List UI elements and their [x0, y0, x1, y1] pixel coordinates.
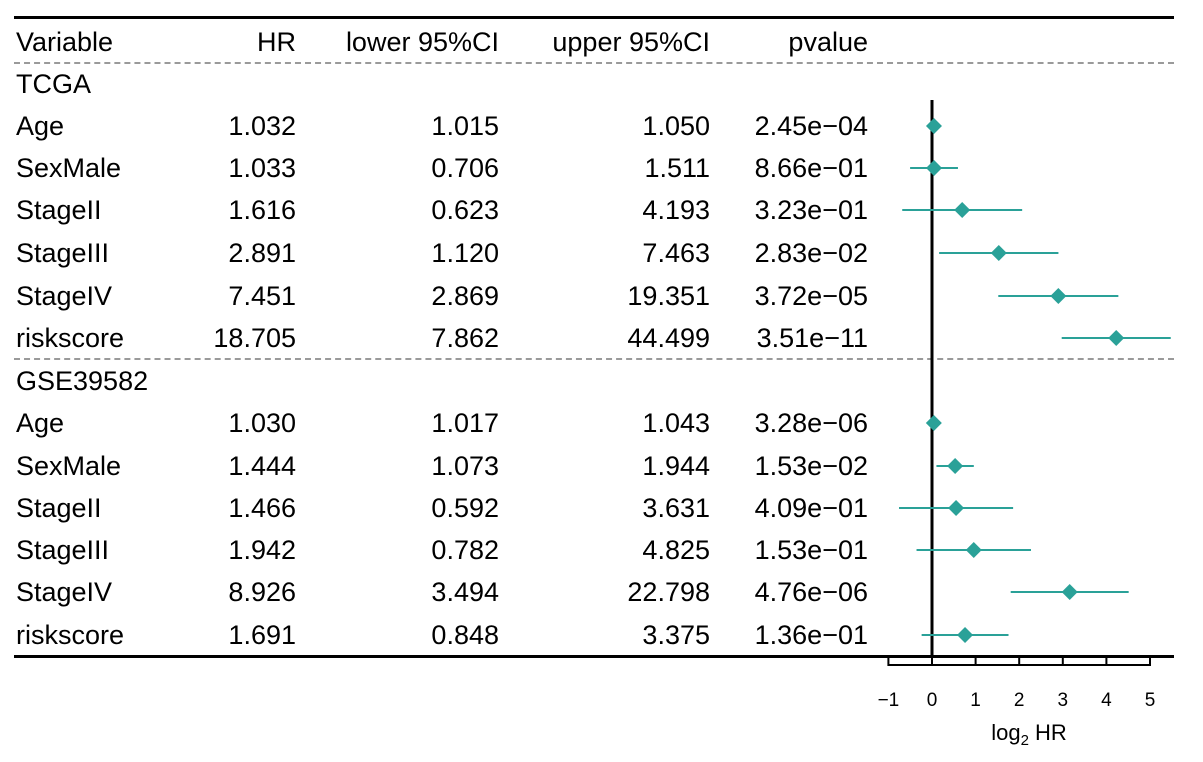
cell-pvalue: 4.09e−01 [754, 493, 868, 523]
cell-lower-ci: 0.848 [431, 620, 499, 650]
hr-marker [965, 542, 982, 558]
hr-marker [954, 202, 971, 218]
x-tick-label: 4 [1101, 690, 1112, 711]
cell-variable: Age [16, 408, 65, 438]
group-label: TCGA [16, 69, 92, 99]
cell-upper-ci: 4.193 [642, 195, 710, 225]
x-axis-title-rest: HR [1029, 720, 1067, 745]
cell-hr: 1.032 [228, 111, 296, 141]
cell-upper-ci: 1.043 [642, 408, 710, 438]
cell-hr: 1.466 [228, 493, 296, 523]
hr-marker [1108, 330, 1125, 346]
cell-pvalue: 1.53e−01 [754, 535, 868, 565]
cell-variable: StageIV [16, 281, 113, 311]
x-tick-label: 0 [927, 690, 938, 711]
cell-pvalue: 4.76e−06 [754, 577, 868, 607]
hr-marker [957, 627, 974, 643]
cell-upper-ci: 4.825 [642, 535, 710, 565]
cell-hr: 18.705 [213, 323, 296, 353]
cell-variable: Age [16, 111, 65, 141]
hr-marker [1050, 288, 1067, 304]
cell-variable: StageII [16, 493, 102, 523]
header-lower-ci: lower 95%CI [345, 27, 499, 57]
x-axis-title-sub: 2 [1021, 732, 1029, 749]
x-tick-label: 2 [1014, 690, 1025, 711]
cell-upper-ci: 1.511 [644, 153, 710, 183]
x-tick-label: 1 [970, 690, 981, 711]
cell-variable: StageIV [16, 577, 113, 607]
cell-lower-ci: 1.015 [431, 111, 499, 141]
cell-lower-ci: 2.869 [431, 281, 499, 311]
cell-upper-ci: 3.631 [642, 493, 710, 523]
x-tick-label: 3 [1058, 690, 1069, 711]
cell-pvalue: 3.28e−06 [754, 408, 868, 438]
cell-lower-ci: 7.862 [431, 323, 499, 353]
cell-variable: SexMale [16, 451, 122, 481]
cell-upper-ci: 7.463 [642, 238, 710, 268]
header-hr: HR [257, 27, 296, 57]
cell-lower-ci: 0.782 [431, 535, 499, 565]
cell-hr: 1.942 [228, 535, 296, 565]
cell-lower-ci: 0.706 [431, 153, 499, 183]
bottom-rule [14, 655, 1174, 658]
hr-marker [925, 415, 942, 431]
cell-upper-ci: 3.375 [642, 620, 710, 650]
group-separator [14, 358, 1174, 360]
cell-upper-ci: 1.944 [642, 451, 710, 481]
cell-pvalue: 3.51e−11 [756, 323, 868, 353]
x-tick-label: 5 [1145, 690, 1156, 711]
hr-marker [990, 245, 1007, 261]
cell-lower-ci: 0.592 [431, 493, 499, 523]
cell-variable: StageIII [16, 238, 110, 268]
cell-lower-ci: 1.073 [431, 451, 499, 481]
header-separator [14, 62, 1174, 64]
cell-variable: StageIII [16, 535, 110, 565]
hr-marker [925, 118, 942, 134]
cell-upper-ci: 22.798 [627, 577, 710, 607]
cell-hr: 1.030 [228, 408, 296, 438]
header-pvalue: pvalue [788, 27, 868, 57]
cell-pvalue: 2.83e−02 [754, 238, 868, 268]
cell-variable: StageII [16, 195, 102, 225]
cell-pvalue: 8.66e−01 [754, 153, 868, 183]
cell-lower-ci: 1.017 [431, 408, 499, 438]
cell-variable: riskscore [16, 620, 125, 650]
x-axis-title: log2 HR [991, 720, 1067, 749]
header-variable: Variable [16, 27, 114, 57]
cell-pvalue: 1.53e−02 [754, 451, 868, 481]
cell-hr: 1.444 [228, 451, 296, 481]
cell-hr: 2.891 [228, 238, 296, 268]
hr-marker [926, 160, 943, 176]
cell-upper-ci: 1.050 [642, 111, 710, 141]
cell-hr: 1.033 [228, 153, 296, 183]
cell-pvalue: 1.36e−01 [754, 620, 868, 650]
cell-variable: riskscore [16, 323, 125, 353]
header-upper-ci: upper 95%CI [552, 27, 710, 57]
cell-hr: 8.926 [228, 577, 296, 607]
hr-marker [947, 458, 964, 474]
top-rule [14, 16, 1174, 19]
x-tick-label: −1 [878, 690, 900, 711]
hr-marker [948, 500, 965, 516]
group-label: GSE39582 [16, 366, 149, 396]
cell-lower-ci: 3.494 [431, 577, 499, 607]
cell-lower-ci: 0.623 [431, 195, 499, 225]
cell-hr: 1.616 [228, 195, 296, 225]
cell-hr: 1.691 [228, 620, 296, 650]
hr-marker [1061, 584, 1078, 600]
cell-upper-ci: 19.351 [627, 281, 710, 311]
cell-pvalue: 3.23e−01 [754, 195, 868, 225]
cell-upper-ci: 44.499 [627, 323, 710, 353]
cell-variable: SexMale [16, 153, 122, 183]
cell-pvalue: 2.45e−04 [754, 111, 868, 141]
cell-lower-ci: 1.120 [431, 238, 499, 268]
x-axis-title-main: log [991, 720, 1020, 745]
cell-pvalue: 3.72e−05 [754, 281, 868, 311]
cell-hr: 7.451 [228, 281, 296, 311]
